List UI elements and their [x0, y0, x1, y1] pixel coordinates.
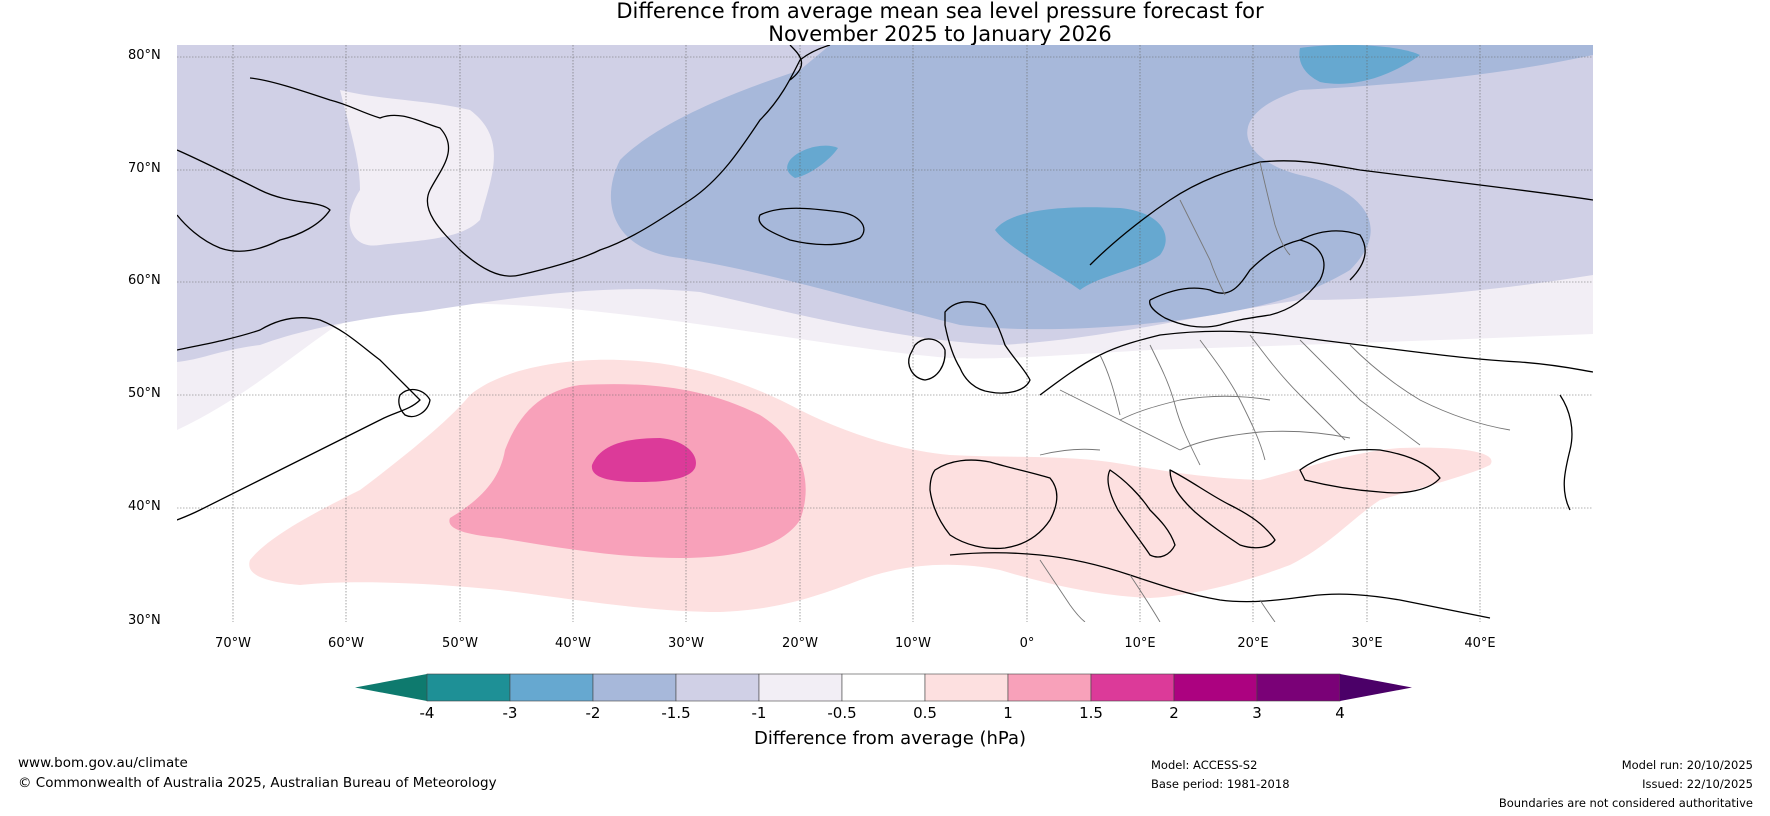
coastline-norway — [1089, 160, 1593, 266]
footer-base-period: Base period: 1981-2018 — [1151, 777, 1290, 791]
legend-tick-label: 3 — [1252, 704, 1262, 722]
lon-label-30w: 30°W — [668, 636, 704, 651]
legend-tick-label: -4 — [419, 704, 435, 722]
legend-tick-label: -2 — [585, 704, 601, 722]
coastline-great-britain — [944, 301, 1031, 394]
legend-swatch — [675, 673, 760, 702]
coastline-north-africa — [949, 552, 1491, 619]
legend-swatch — [1007, 673, 1092, 702]
footer-disclaimer: Boundaries are not considered authoritat… — [1498, 796, 1753, 810]
legend-swatch — [758, 673, 843, 702]
legend-swatch — [509, 673, 594, 702]
footer-issued: Issued: 22/10/2025 — [1642, 777, 1753, 791]
legend-tick-label: -0.5 — [827, 704, 857, 722]
lat-label-80n: 80°N — [128, 48, 161, 63]
footer-model: Model: ACCESS-S2 — [1151, 758, 1258, 772]
coastline-balkans — [1169, 469, 1276, 549]
lon-label-10w: 10°W — [895, 636, 931, 651]
lon-label-50w: 50°W — [442, 636, 478, 651]
coastline-iberia — [929, 459, 1058, 550]
legend-extend-low — [355, 674, 427, 701]
coastline-ireland — [908, 338, 946, 381]
coastline-newfoundland — [398, 388, 431, 418]
lon-label-70w: 70°W — [215, 636, 251, 651]
legend-tick-label: -1.5 — [661, 704, 691, 722]
lon-label-40e: 40°E — [1464, 636, 1496, 651]
legend-tick-label: -3 — [502, 704, 518, 722]
legend-swatch — [1256, 673, 1341, 702]
boundaries — [1039, 161, 1511, 622]
legend-tick-label: 0.5 — [913, 704, 937, 722]
coastline-black-sea — [1299, 449, 1441, 494]
map-area — [177, 45, 1593, 622]
lat-label-30n: 30°N — [128, 613, 161, 628]
lat-label-50n: 50°N — [128, 386, 161, 401]
coastline-sweden-baltic — [1149, 239, 1325, 328]
anomaly-region-minus-2-arctic — [1299, 45, 1420, 84]
coastlines — [177, 45, 1593, 619]
lat-label-70n: 70°N — [128, 161, 161, 176]
anomaly-region-plus-1.5 — [591, 438, 696, 482]
anomaly-region-minus-1.5 — [610, 45, 1593, 330]
lat-label-40n: 40°N — [128, 499, 161, 514]
legend-extend-high — [1340, 674, 1412, 701]
legend-tick-label: -1 — [751, 704, 767, 722]
map-title-line-1: Difference from average mean sea level p… — [616, 0, 1264, 23]
coastline-labrador — [177, 317, 421, 521]
anomaly-region-greenland-lobe — [340, 90, 494, 246]
legend-tick-label: 2 — [1169, 704, 1179, 722]
coastline-italy — [1107, 469, 1176, 558]
coastline-greenland — [249, 45, 831, 277]
lon-label-30e: 30°E — [1351, 636, 1383, 651]
legend-swatch — [1090, 673, 1175, 702]
lon-label-40w: 40°W — [555, 636, 591, 651]
legend-swatch — [841, 673, 926, 702]
legend-tick-label: 1.5 — [1079, 704, 1103, 722]
legend-swatch — [426, 673, 511, 702]
footer-model-run: Model run: 20/10/2025 — [1621, 758, 1753, 772]
coastline-iceland — [758, 207, 865, 246]
footer-website: www.bom.gov.au/climate — [18, 755, 188, 771]
lat-label-60n: 60°N — [128, 273, 161, 288]
map-title-line-2: November 2025 to January 2026 — [768, 22, 1112, 46]
lon-label-60w: 60°W — [328, 636, 364, 651]
lon-label-20e: 20°E — [1237, 636, 1269, 651]
coastline-greenland-north — [789, 45, 803, 81]
coastline-baffin — [177, 149, 331, 252]
legend-tick-label: 4 — [1335, 704, 1345, 722]
legend-swatch — [1173, 673, 1258, 702]
anomaly-region-minus-2-scandinavia — [995, 207, 1166, 290]
coastline-finland-gulf — [1299, 230, 1366, 281]
lon-label-0: 0° — [1019, 636, 1035, 651]
footer-copyright: © Commonwealth of Australia 2025, Austra… — [18, 775, 497, 791]
lon-label-10e: 10°E — [1124, 636, 1156, 651]
lon-label-20w: 20°W — [782, 636, 818, 651]
legend-tick-label: 1 — [1003, 704, 1013, 722]
legend-swatch — [924, 673, 1009, 702]
legend-label: Difference from average (hPa) — [753, 728, 1027, 749]
graticule — [177, 45, 1593, 622]
coastline-caspian — [1559, 394, 1573, 511]
legend-swatch — [592, 673, 677, 702]
